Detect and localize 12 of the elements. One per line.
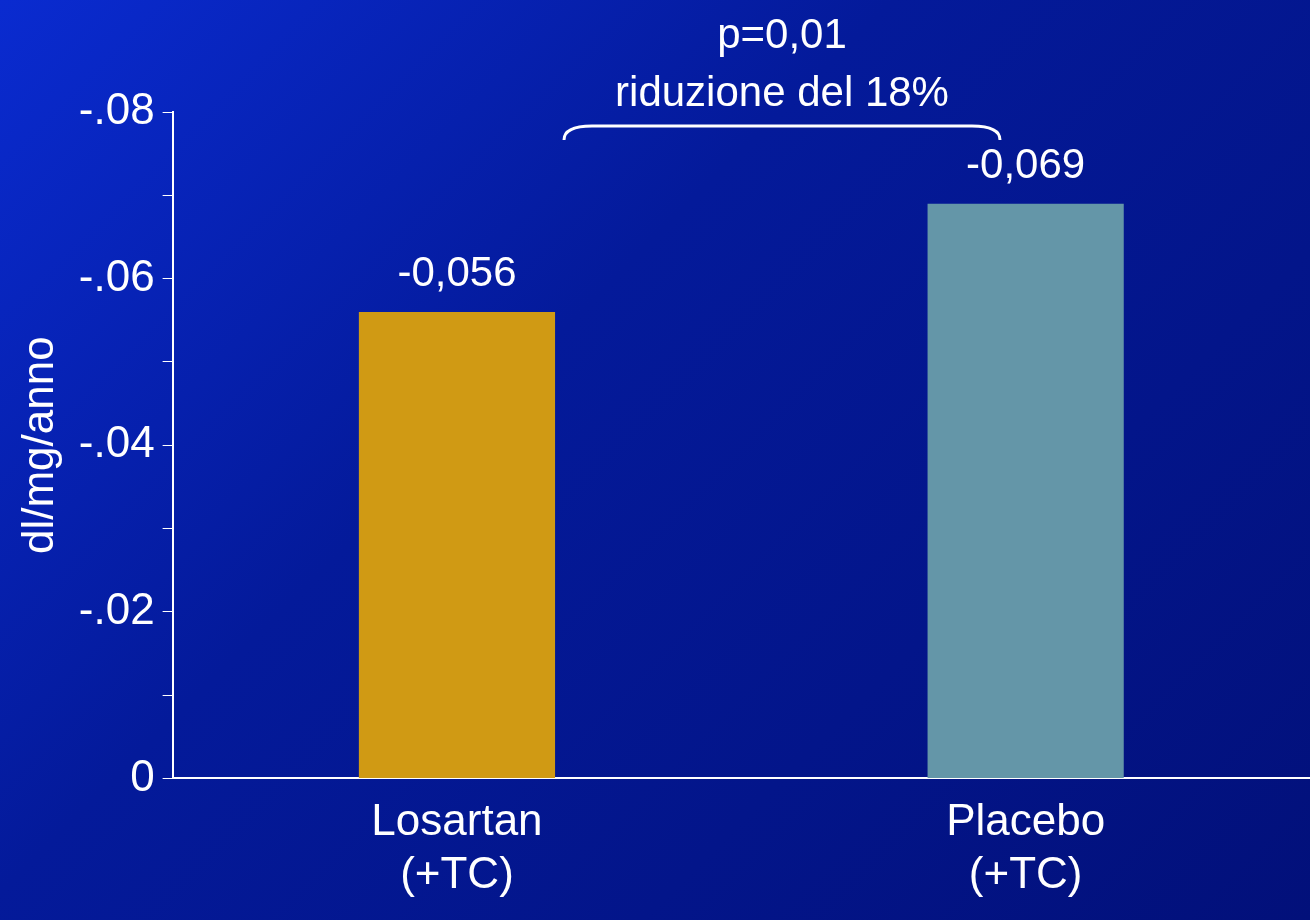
x-tick-label: Losartan (+TC) <box>371 794 543 897</box>
data-label: -0,056 <box>397 248 517 296</box>
data-label: -0,069 <box>966 140 1086 188</box>
y-tick-label: -.02 <box>78 583 155 633</box>
y-tick-label: 0 <box>130 750 155 800</box>
y-tick-label: -.06 <box>78 250 155 300</box>
annotation: riduzione del 18% <box>615 68 949 115</box>
text: p=0,01 <box>717 10 847 57</box>
y-axis-title: dl/mg/anno <box>12 336 62 555</box>
y-tick-label: -.04 <box>78 417 155 467</box>
y-tick-label: -.08 <box>78 84 155 134</box>
x-tick-label: Placebo (+TC) <box>946 794 1106 897</box>
